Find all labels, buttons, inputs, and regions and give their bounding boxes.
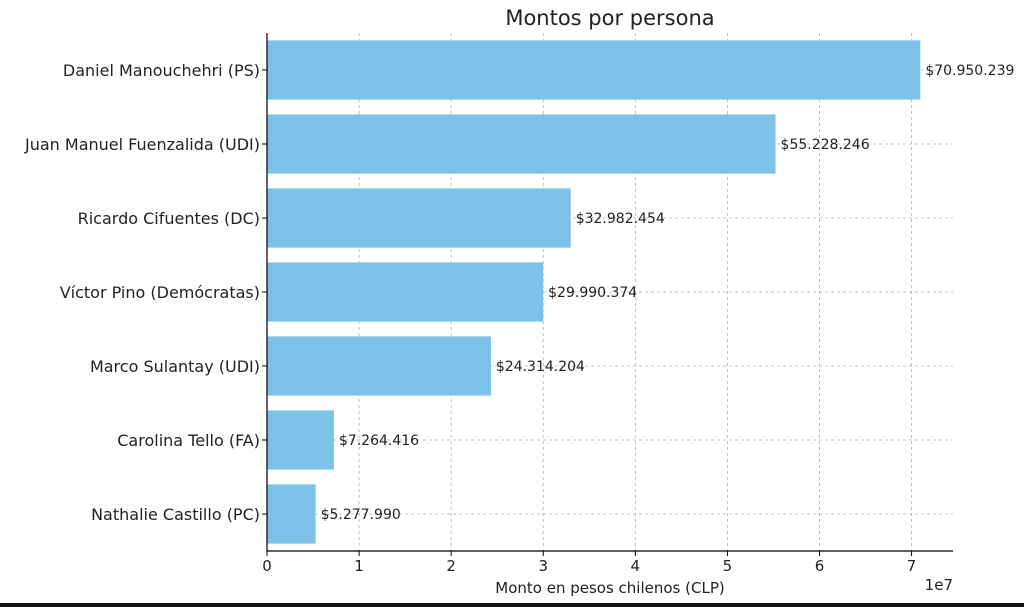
x-tick-label: 5 xyxy=(723,557,733,575)
x-tick-label: 6 xyxy=(815,557,825,575)
x-tick-label: 3 xyxy=(538,557,548,575)
data-label: $5.277.990 xyxy=(321,507,401,523)
category-label: Víctor Pino (Demócratas) xyxy=(60,283,260,302)
chart-title: Montos por persona xyxy=(505,6,714,30)
x-tick-label: 0 xyxy=(262,557,272,575)
category-label: Ricardo Cifuentes (DC) xyxy=(78,209,260,228)
x-axis-label: Monto en pesos chilenos (CLP) xyxy=(495,579,724,597)
bar xyxy=(267,410,334,470)
bar xyxy=(267,188,571,248)
category-label: Daniel Manouchehri (PS) xyxy=(63,61,260,80)
data-label: $32.982.454 xyxy=(576,211,665,227)
category-label: Juan Manuel Fuenzalida (UDI) xyxy=(24,135,260,154)
x-tick-label: 4 xyxy=(631,557,641,575)
data-label: $29.990.374 xyxy=(548,285,637,301)
x-tick-label: 2 xyxy=(446,557,456,575)
data-label: $7.264.416 xyxy=(339,433,419,449)
category-label: Carolina Tello (FA) xyxy=(117,431,260,450)
bar xyxy=(267,484,316,544)
x-tick-label: 7 xyxy=(907,557,917,575)
bar xyxy=(267,336,491,396)
category-label: Nathalie Castillo (PC) xyxy=(91,505,260,524)
x-tick-label: 1 xyxy=(354,557,364,575)
bottom-frame-line xyxy=(0,603,1024,607)
data-label: $70.950.239 xyxy=(925,63,1014,79)
data-label: $24.314.204 xyxy=(496,359,585,375)
bar xyxy=(267,262,544,322)
bar xyxy=(267,40,921,100)
data-label: $55.228.246 xyxy=(781,137,870,153)
category-label: Marco Sulantay (UDI) xyxy=(90,357,260,376)
bar xyxy=(267,114,776,174)
x-axis-scale-label: 1e7 xyxy=(925,576,953,594)
